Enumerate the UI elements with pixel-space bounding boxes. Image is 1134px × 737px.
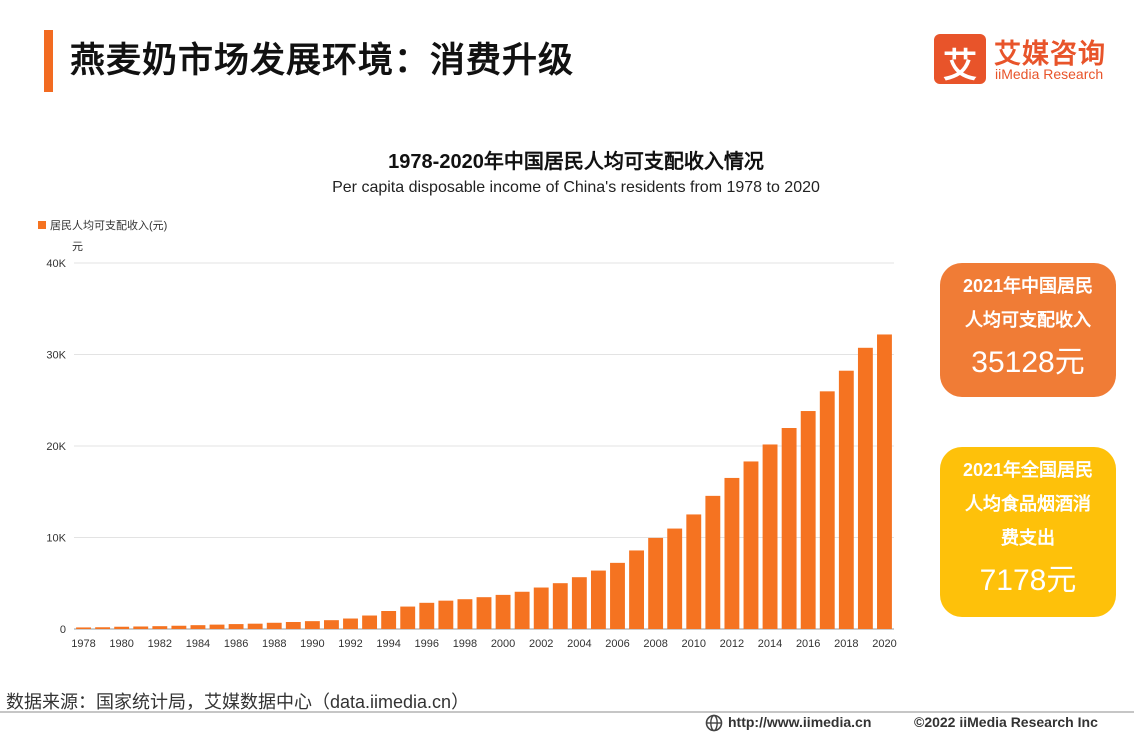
x-tick-label: 2010	[682, 638, 706, 650]
bar-2012	[724, 477, 740, 629]
bar-2005	[590, 570, 606, 629]
x-tick-label: 1982	[148, 638, 172, 650]
data-source-note: 数据来源：国家统计局，艾媒数据中心（data.iimedia.cn）	[6, 692, 470, 712]
food-card-value: 7178元	[979, 564, 1077, 597]
bar-1988	[266, 622, 282, 629]
bar-2003	[552, 583, 568, 629]
bar-2007	[629, 550, 644, 629]
x-tick-label: 2018	[834, 638, 858, 650]
bar-1989	[285, 622, 301, 629]
x-tick-label: 2016	[796, 638, 820, 650]
bar-1993	[362, 615, 378, 629]
x-tick-label: 1994	[376, 638, 400, 650]
bar-1983	[171, 625, 187, 629]
y-axis-unit-label: 元	[72, 241, 83, 253]
bar-2004	[571, 577, 587, 629]
bar-1984	[190, 625, 206, 629]
y-tick-label: 40K	[46, 258, 66, 270]
title-accent-bar	[44, 30, 53, 92]
x-tick-label: 1978	[71, 638, 95, 650]
x-tick-label: 1990	[300, 638, 324, 650]
x-tick-label: 2008	[643, 638, 667, 650]
bar-2019	[857, 347, 873, 629]
iimedia-logo: 艾 艾媒咨询 iiMedia Research	[934, 32, 1114, 86]
chart-subtitle: Per capita disposable income of China's …	[332, 179, 820, 196]
logo-text-cn: 艾媒咨询	[994, 39, 1106, 69]
bar-1985	[209, 624, 225, 629]
bar-1991	[324, 620, 339, 629]
x-tick-label: 2000	[491, 638, 515, 650]
bar-2014	[762, 444, 778, 629]
bar-1996	[419, 602, 435, 629]
bar-1995	[400, 606, 416, 629]
x-tick-label: 2006	[605, 638, 629, 650]
x-tick-label: 2004	[567, 638, 591, 650]
bar-2018	[838, 370, 854, 629]
y-tick-label: 10K	[46, 533, 66, 545]
bar-2008	[648, 537, 664, 629]
bar-1986	[228, 624, 244, 629]
bar-1990	[304, 621, 320, 629]
website-link[interactable]: http://www.iimedia.cn	[728, 714, 872, 730]
bar-1992	[343, 618, 358, 629]
food-card-label: 2021年全国居民 人均食品烟酒消 费支出	[962, 460, 1094, 548]
bar-2017	[819, 391, 835, 629]
bar-1998	[457, 599, 473, 629]
income-card-label: 2021年中国居民 人均可支配收入	[962, 276, 1094, 330]
logo-mark-icon: 艾	[934, 34, 986, 85]
income-card-value: 35128元	[971, 346, 1085, 379]
y-tick-label: 20K	[46, 441, 66, 453]
x-tick-label: 2014	[758, 638, 782, 650]
food-spending-highlight-card: 2021年全国居民 人均食品烟酒消 费支出 7178元	[940, 447, 1116, 617]
footer-divider	[0, 711, 1134, 713]
x-tick-label: 2002	[529, 638, 553, 650]
bar-2002	[533, 587, 549, 629]
bar-1999	[476, 597, 492, 629]
bar-2009	[667, 528, 683, 629]
bar-1981	[133, 626, 149, 629]
x-tick-label: 1992	[338, 638, 362, 650]
page-title: 燕麦奶市场发展环境：消费升级	[70, 41, 575, 80]
bar-1994	[381, 611, 397, 629]
bar-2000	[495, 594, 511, 629]
x-tick-label: 1980	[109, 638, 133, 650]
bar-2006	[610, 562, 625, 629]
bar-2013	[743, 461, 759, 629]
y-tick-label: 0	[60, 624, 66, 636]
x-tick-label: 2020	[872, 638, 896, 650]
bar-1978	[76, 627, 91, 629]
x-tick-label: 1984	[186, 638, 210, 650]
bar-1997	[438, 600, 454, 629]
globe-icon	[705, 714, 723, 732]
bar-1980	[114, 626, 130, 629]
x-tick-label: 1998	[453, 638, 477, 650]
x-tick-label: 1986	[224, 638, 248, 650]
chart-title: 1978-2020年中国居民人均可支配收入情况	[388, 151, 764, 173]
income-bar-chart: 居民人均可支配收入(元) 元 0 10K 20K 30K 40K 1978 1980 198…	[38, 218, 897, 650]
legend-label: 居民人均可支配收入(元)	[50, 218, 167, 232]
income-highlight-card: 2021年中国居民 人均可支配收入 35128元	[940, 263, 1116, 397]
bar-2016	[800, 411, 816, 629]
bar-1987	[247, 623, 263, 629]
bar-2011	[705, 495, 721, 629]
bar-2015	[781, 428, 797, 629]
bar-2010	[686, 514, 702, 629]
x-tick-label: 1988	[262, 638, 286, 650]
copyright-text: ©2022 iiMedia Research Inc	[914, 714, 1098, 730]
logo-text-en: iiMedia Research	[995, 66, 1104, 82]
x-tick-label: 2012	[720, 638, 744, 650]
bar-2020	[877, 334, 892, 629]
x-tick-label: 1996	[415, 638, 439, 650]
legend-swatch	[38, 221, 46, 229]
bar-1979	[95, 627, 111, 629]
bar-1982	[152, 626, 168, 629]
y-tick-label: 30K	[46, 350, 66, 362]
bar-2001	[514, 591, 530, 629]
